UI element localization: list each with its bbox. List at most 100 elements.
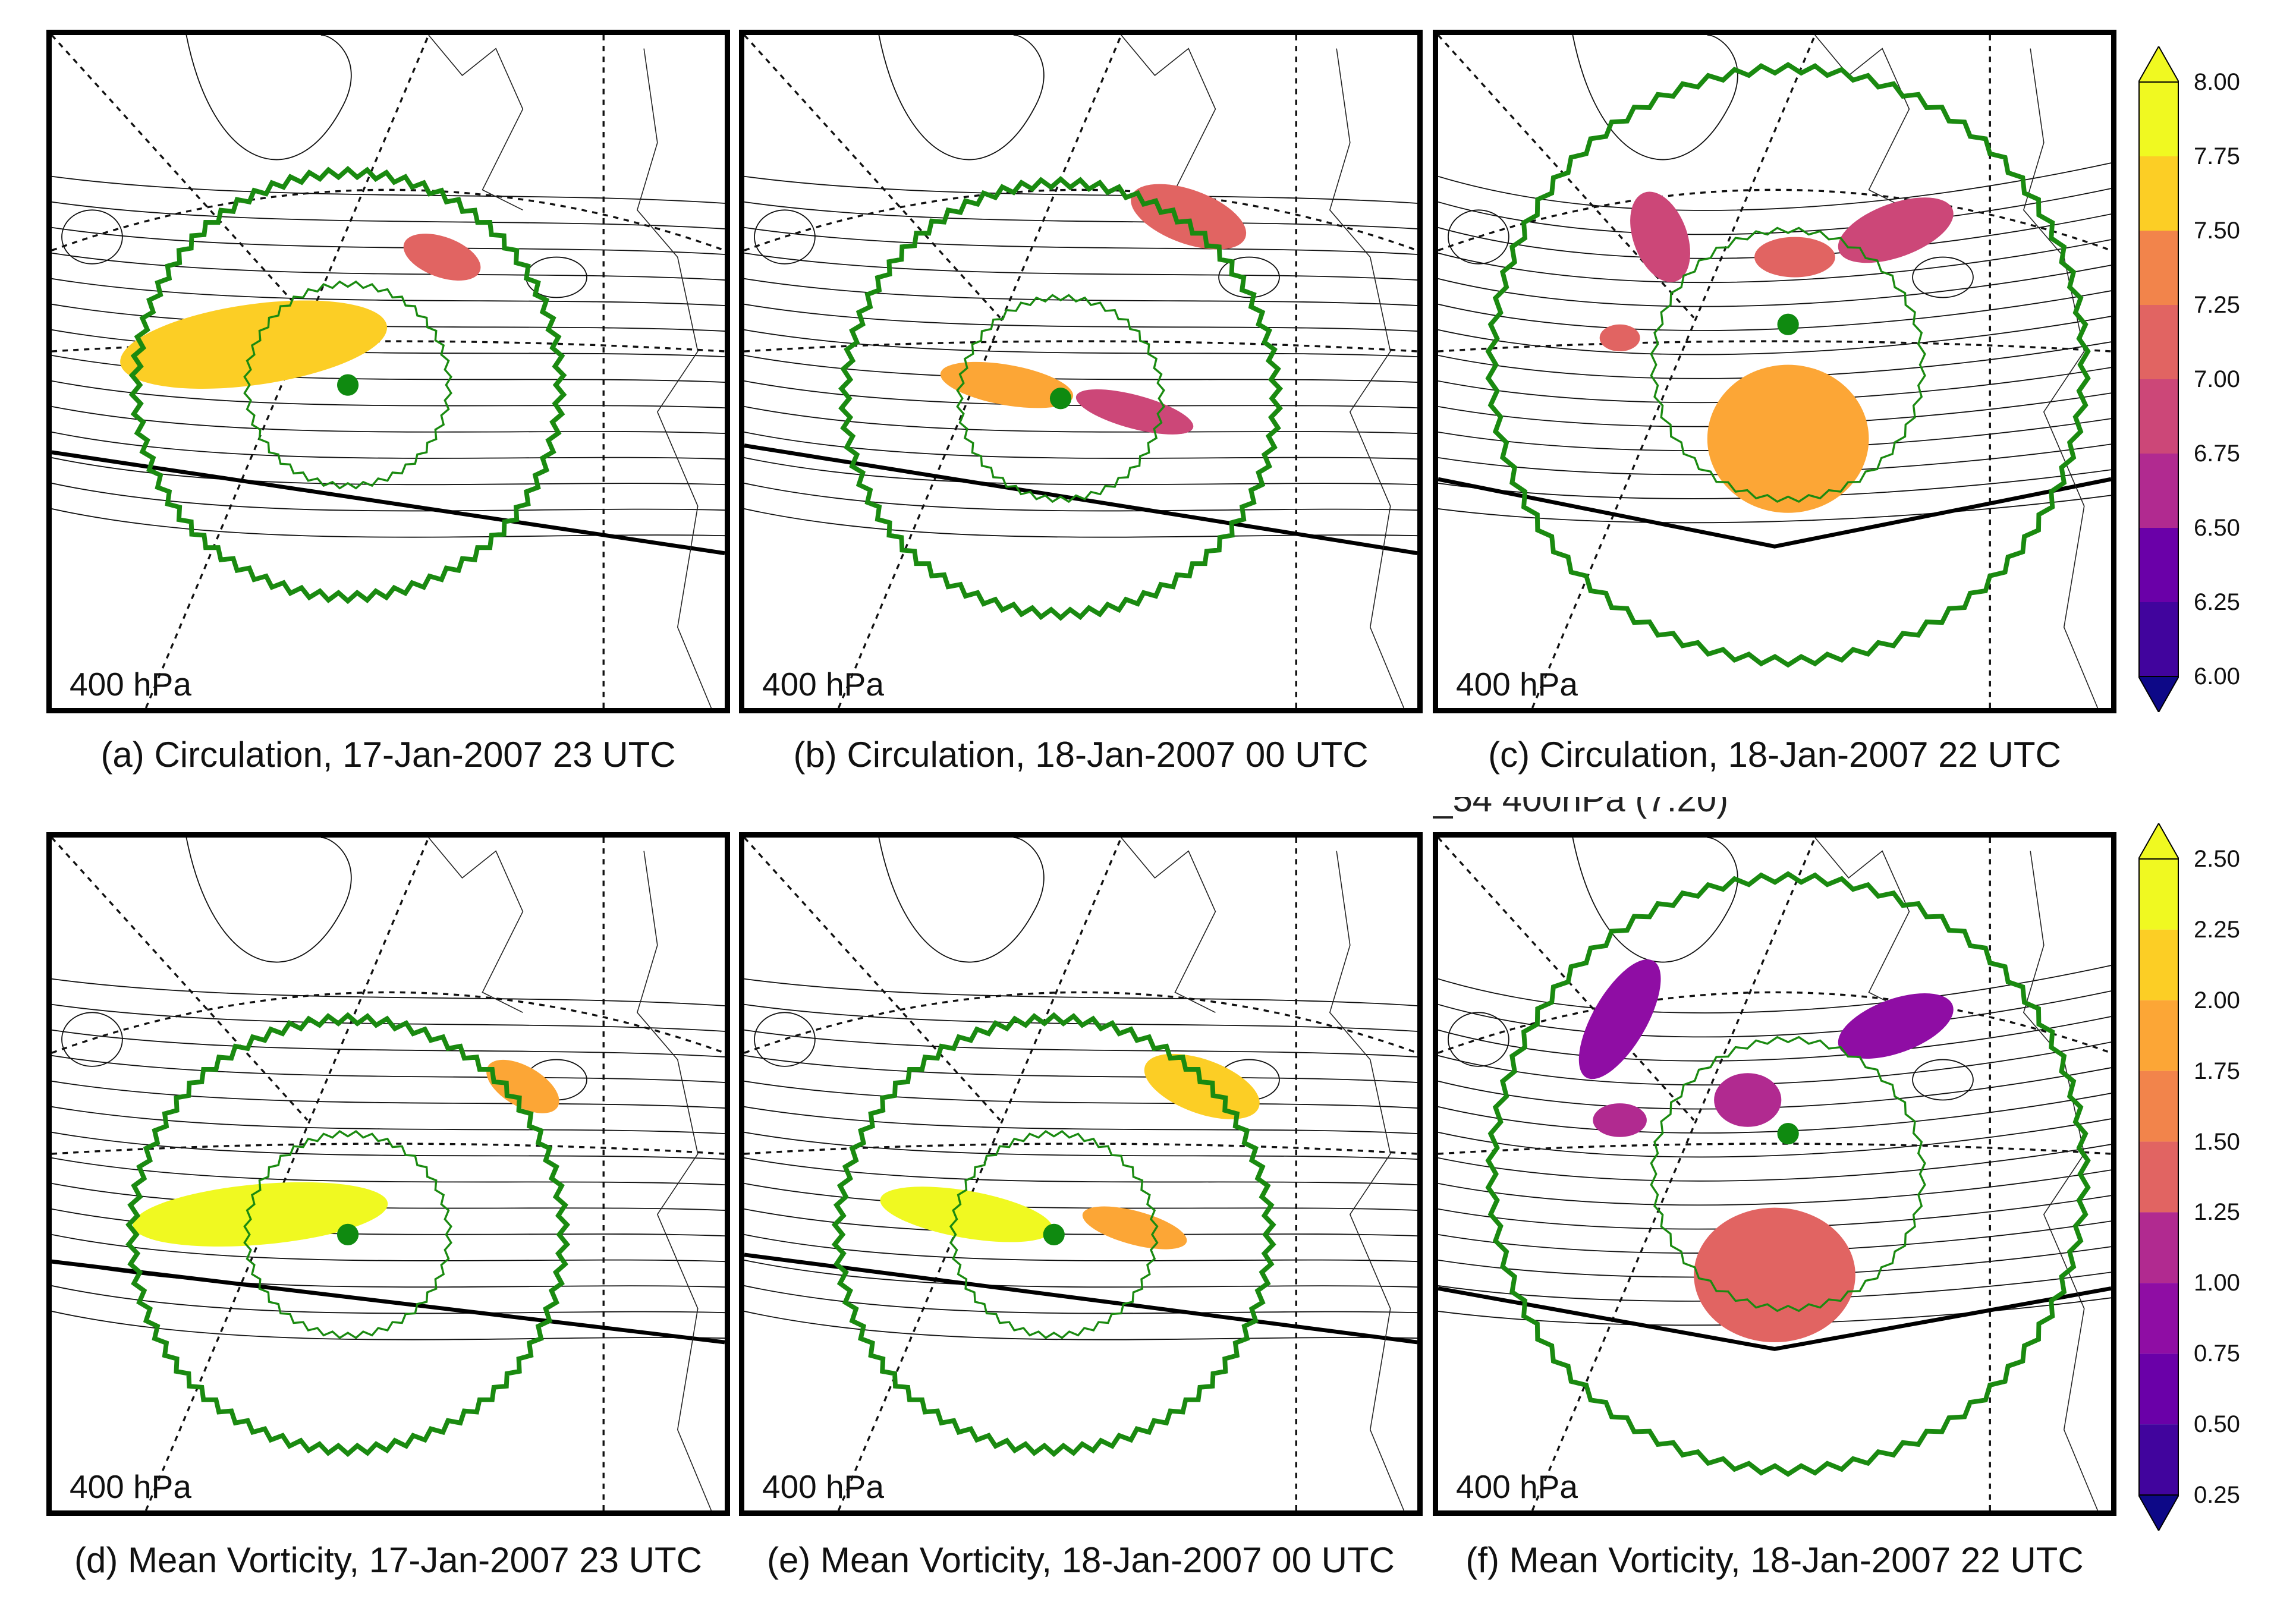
coastline xyxy=(428,838,524,1014)
contour-line xyxy=(52,1311,725,1340)
contour-line xyxy=(744,175,1417,204)
colorbar-tick-label: 2.00 xyxy=(2194,987,2240,1014)
contour-line xyxy=(1438,1144,2111,1182)
colorbar-tick-label: 0.50 xyxy=(2194,1411,2240,1438)
contour-line xyxy=(1218,256,1280,298)
coastline xyxy=(2023,48,2099,708)
contour-line xyxy=(52,978,725,1006)
outer-radius-circle xyxy=(838,175,1284,621)
contour-line xyxy=(52,483,725,512)
jet-axis-line xyxy=(52,1259,725,1345)
colorbar-tick-label: 1.25 xyxy=(2194,1199,2240,1226)
contour-line xyxy=(52,1157,725,1186)
colorbar-segment xyxy=(2138,1283,2179,1354)
contour-line xyxy=(878,35,1045,160)
contour-line xyxy=(744,226,1417,255)
contour-line xyxy=(754,1012,816,1067)
colorbar-segment xyxy=(2138,1212,2179,1283)
graticule-line xyxy=(744,340,1417,352)
coastline xyxy=(1329,48,1405,708)
colorbar-tick-label: 1.00 xyxy=(2194,1270,2240,1296)
map-panel-d: 400 hPa xyxy=(46,832,730,1516)
contour-line xyxy=(52,1233,725,1263)
contour-line xyxy=(878,838,1045,963)
graticule-line xyxy=(744,991,1417,1054)
center-dot xyxy=(1777,1122,1799,1145)
colorbar-tick-label: 2.50 xyxy=(2194,846,2240,872)
coastline xyxy=(1329,851,1405,1510)
shaded-region xyxy=(1599,324,1640,352)
center-dot xyxy=(336,1223,359,1245)
contour-line xyxy=(1912,1059,1974,1101)
colorbar-extend-max xyxy=(2138,46,2179,83)
graticule-line xyxy=(744,35,1001,319)
contour-line xyxy=(744,1029,1417,1057)
colorbar-segment xyxy=(2138,602,2179,676)
contour-line xyxy=(52,1285,725,1314)
graticule-line xyxy=(1438,991,2111,1054)
map-panel-b: 400 hPa xyxy=(739,30,1423,713)
colorbar-segment xyxy=(2138,1071,2179,1142)
caption-b: (b) Circulation, 18-Jan-2007 00 UTC xyxy=(793,735,1369,775)
shaded-region xyxy=(1144,1053,1260,1119)
colorbar-segment xyxy=(2138,454,2179,528)
contour-line xyxy=(744,1157,1417,1186)
graticule-line xyxy=(1438,838,1695,1121)
contour-line xyxy=(744,405,1417,435)
contour-line xyxy=(52,1260,725,1288)
contour-line xyxy=(52,175,725,204)
inner-radius-circle xyxy=(1650,226,1926,503)
pressure-level-label: 400 hPa xyxy=(762,666,884,703)
contour-line xyxy=(744,1311,1417,1340)
contour-line xyxy=(1912,256,1974,298)
contour-line xyxy=(1572,838,1738,963)
outer-radius-circle xyxy=(1485,871,2091,1477)
shaded-region xyxy=(940,361,1074,408)
contour-line xyxy=(52,380,725,409)
graticule-line xyxy=(144,35,430,708)
shaded-region xyxy=(1075,389,1194,435)
shaded-region xyxy=(1131,184,1247,250)
contour-line xyxy=(744,1182,1417,1211)
contour-line xyxy=(744,1208,1417,1237)
jet-axis-line xyxy=(1438,1286,2111,1351)
colorbar-segment xyxy=(2138,929,2179,1000)
colorbar-tick-label: 6.25 xyxy=(2194,589,2240,615)
inner-radius-circle xyxy=(949,1130,1159,1339)
shaded-region xyxy=(1838,993,1954,1059)
colorbar-tick-label: 7.75 xyxy=(2194,143,2240,169)
contour-line xyxy=(744,252,1417,281)
contour-line xyxy=(61,1012,123,1067)
contour-line xyxy=(52,278,725,306)
graticule-line xyxy=(1531,35,1816,708)
contour-line xyxy=(744,329,1417,358)
contour-line xyxy=(1438,239,2111,284)
contour-line xyxy=(1438,1093,2111,1134)
graticule-line xyxy=(744,1143,1417,1155)
contour-line xyxy=(744,1055,1417,1083)
graticule-line xyxy=(52,838,309,1121)
coastline xyxy=(636,48,712,708)
contour-line xyxy=(185,35,352,160)
caption-d: (d) Mean Vorticity, 17-Jan-2007 23 UTC xyxy=(74,1540,702,1580)
shaded-region xyxy=(1593,1103,1647,1137)
colorbar-segment xyxy=(2138,1000,2179,1071)
shaded-region xyxy=(403,234,481,281)
coastline xyxy=(428,35,524,211)
contour-line xyxy=(52,1106,725,1134)
contour-line xyxy=(52,457,725,486)
colorbar-tick-label: 7.50 xyxy=(2194,218,2240,244)
contour-line xyxy=(1438,1016,2111,1062)
contour-line xyxy=(744,1260,1417,1288)
shaded-region xyxy=(133,1182,388,1247)
contour-line xyxy=(52,226,725,255)
map-canvas xyxy=(1438,838,2111,1510)
caption-f: (f) Mean Vorticity, 18-Jan-2007 22 UTC xyxy=(1465,1540,2084,1580)
colorbar-segment xyxy=(2138,859,2179,930)
contour-line xyxy=(744,978,1417,1006)
colorbar-circulation xyxy=(2138,46,2179,712)
contour-line xyxy=(744,354,1417,383)
inner-radius-circle xyxy=(243,280,452,490)
contour-line xyxy=(1438,162,2111,211)
contour-line xyxy=(52,431,725,460)
